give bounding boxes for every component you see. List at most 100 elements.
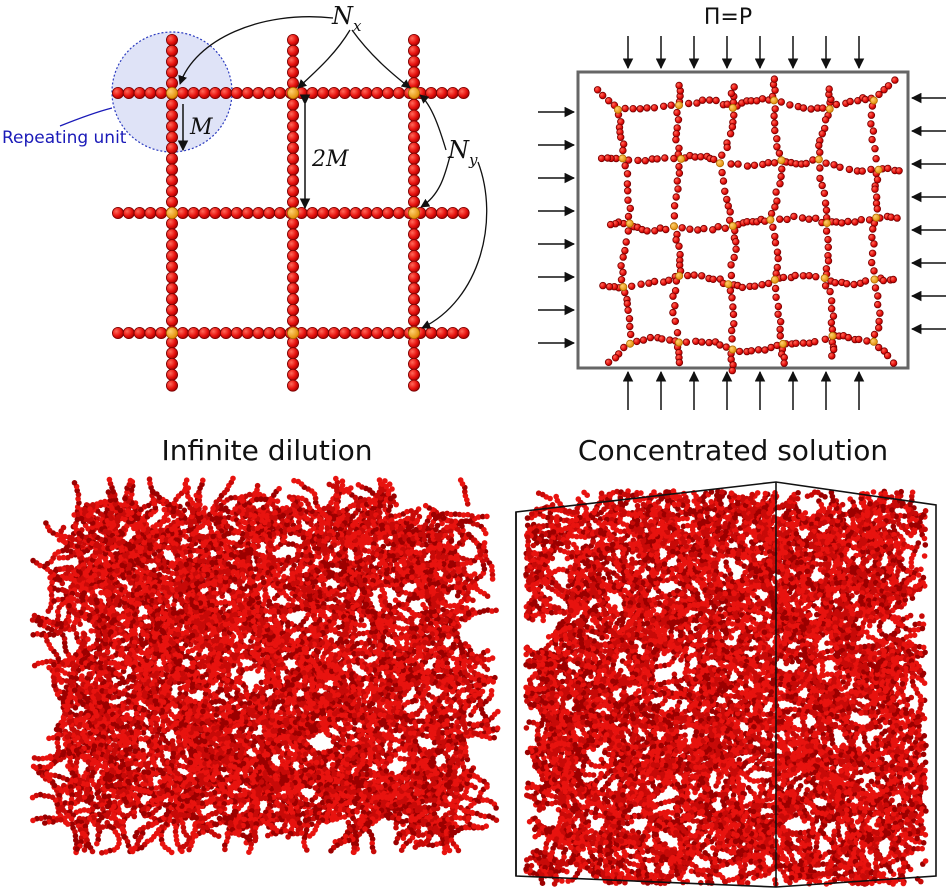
chain-bead — [155, 87, 168, 100]
chain-bead — [675, 358, 684, 367]
chain-bead — [112, 206, 125, 219]
chain-bead — [165, 379, 178, 392]
chain-bead — [122, 87, 135, 100]
chain-bead — [805, 215, 813, 223]
chain-bead — [777, 98, 785, 106]
chain-bead — [371, 326, 384, 339]
crosslink-bead — [165, 326, 178, 339]
chain-bead — [425, 206, 438, 219]
chain-bead — [338, 326, 351, 339]
chain-bead — [820, 189, 829, 197]
chain-bead — [407, 120, 420, 133]
chain-bead — [176, 87, 189, 100]
chain-bead — [216, 815, 223, 822]
crosslink-bead — [770, 96, 779, 105]
chain-bead — [712, 96, 720, 105]
chain-bead — [670, 202, 679, 210]
chain-bead — [673, 329, 682, 337]
chain-bead — [674, 116, 683, 124]
chain-bead — [884, 164, 892, 173]
chain-bead — [407, 293, 420, 306]
chain-bead — [286, 152, 299, 165]
chain-bead — [144, 206, 157, 219]
chain-bead — [286, 131, 299, 144]
chain-bead — [306, 326, 319, 339]
chain-bead — [633, 337, 641, 346]
chain-bead — [317, 87, 330, 100]
chain-bead — [773, 263, 781, 272]
nx-arrow-middle — [297, 29, 351, 89]
chain-bead — [215, 833, 222, 839]
chain-bead — [870, 330, 879, 339]
chain-bead — [165, 98, 178, 111]
chain-bead — [623, 180, 632, 188]
chain-bead — [407, 239, 420, 252]
chain-bead — [730, 320, 738, 328]
chain-bead — [604, 358, 613, 366]
chain-bead — [422, 502, 429, 509]
crosslink-bead — [874, 165, 883, 174]
chain-bead — [407, 174, 420, 187]
crosslink-bead — [766, 215, 775, 224]
chain-bead — [165, 120, 178, 133]
chain-bead — [286, 185, 299, 198]
chain-bead — [671, 317, 679, 325]
chain-bead — [603, 154, 612, 162]
chain-bead — [274, 498, 281, 505]
chain-bead — [891, 76, 899, 84]
crosslink-bead — [728, 345, 737, 354]
chain-bead — [165, 152, 178, 165]
chain-bead — [776, 179, 784, 188]
chain-bead — [650, 104, 659, 112]
chain-bead — [627, 330, 635, 339]
chain-bead — [874, 300, 882, 309]
chain-bead — [844, 217, 852, 226]
chain-bead — [672, 135, 680, 144]
chain-bead — [867, 111, 876, 119]
chain-bead — [758, 95, 767, 103]
chain-bead — [871, 144, 879, 153]
chain-bead — [144, 87, 157, 100]
chain-bead — [475, 824, 481, 830]
chain-bead — [807, 105, 815, 113]
chain-bead — [45, 608, 52, 614]
chain-bead — [772, 293, 780, 301]
chain-bead — [425, 326, 438, 339]
chain-bead — [743, 162, 752, 170]
crosslink-bead — [614, 105, 623, 114]
chain-bead — [827, 319, 836, 327]
chain-bead — [729, 310, 738, 319]
chain-bead — [779, 273, 788, 282]
chain-bead — [709, 275, 717, 283]
chain-bead — [333, 475, 339, 482]
ny-arrow-middle — [420, 155, 451, 208]
chain-bead — [812, 273, 820, 281]
chain-bead — [187, 87, 200, 100]
chain-bead — [818, 181, 826, 190]
chain-bead — [617, 276, 626, 284]
chain-bead — [732, 237, 740, 246]
crosslink-bead — [869, 96, 878, 105]
chain-bead — [381, 206, 394, 219]
chain-bead — [457, 87, 470, 100]
chain-bead — [824, 235, 832, 244]
chain-bead — [798, 214, 807, 222]
chain-bead — [317, 326, 330, 339]
chain-bead — [360, 326, 373, 339]
crosslink-bead — [828, 331, 837, 340]
chain-bead — [209, 87, 222, 100]
chain-bead — [674, 185, 682, 193]
chain-bead — [669, 292, 677, 300]
chain-bead — [843, 280, 851, 288]
chain-bead — [165, 55, 178, 68]
crosslink-bead — [407, 87, 420, 100]
chain-bead — [685, 99, 693, 108]
crosslink-bead — [870, 275, 879, 284]
chain-bead — [727, 89, 736, 98]
chain-bead — [624, 196, 632, 204]
chain-bead — [624, 306, 632, 314]
chain-bead — [165, 347, 178, 360]
ny-label: Ny — [447, 136, 478, 169]
chain-bead — [727, 160, 735, 168]
chain-bead — [407, 217, 420, 230]
